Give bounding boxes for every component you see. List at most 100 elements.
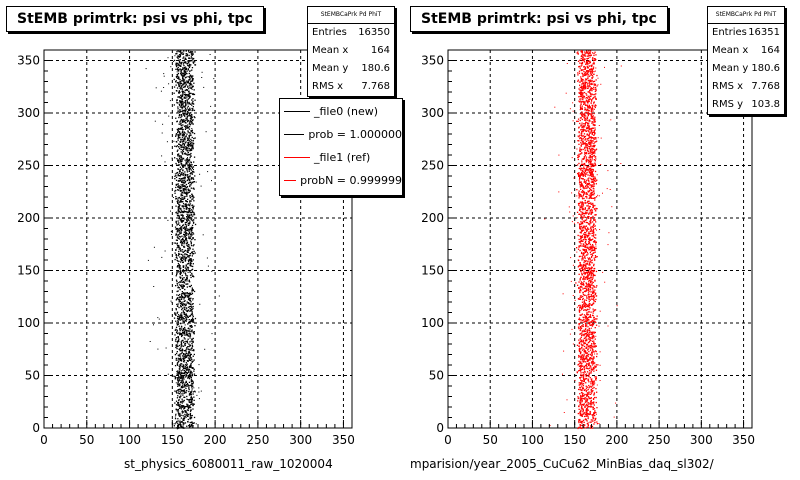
scatter-point <box>578 298 580 300</box>
scatter-point <box>582 419 585 421</box>
scatter-point <box>589 386 591 388</box>
scatter-point <box>582 252 584 255</box>
scatter-point <box>184 152 186 154</box>
scatter-point <box>185 159 188 161</box>
scatter-point <box>191 272 193 275</box>
scatter-point <box>181 205 183 207</box>
scatter-point <box>190 301 192 303</box>
scatter-point <box>185 174 187 176</box>
scatter-point <box>593 294 595 297</box>
scatter-point <box>173 59 176 62</box>
scatter-point <box>183 137 185 140</box>
scatter-point <box>584 143 586 145</box>
scatter-point <box>187 351 190 353</box>
scatter-point <box>176 377 178 379</box>
scatter-point <box>577 60 580 62</box>
scatter-point <box>187 414 189 417</box>
scatter-point <box>581 69 583 71</box>
scatter-point <box>582 266 584 269</box>
scatter-point <box>593 386 595 389</box>
scatter-point <box>177 316 179 318</box>
scatter-point <box>188 136 190 138</box>
scatter-point <box>182 165 184 167</box>
scatter-point <box>184 91 186 93</box>
scatter-point <box>194 137 196 139</box>
scatter-point <box>183 308 186 311</box>
scatter-point <box>179 365 181 368</box>
scatter-point <box>192 75 194 77</box>
scatter-point <box>590 185 593 187</box>
scatter-point <box>590 287 592 289</box>
scatter-point <box>575 282 577 284</box>
scatter-point <box>182 83 184 85</box>
scatter-point <box>582 141 584 143</box>
scatter-point <box>179 133 181 135</box>
scatter-point <box>185 253 187 255</box>
scatter-point <box>588 308 590 311</box>
scatter-point <box>580 363 582 365</box>
scatter-point <box>181 411 183 413</box>
scatter-point <box>192 245 194 247</box>
scatter-point <box>585 248 587 251</box>
scatter-point <box>189 165 191 167</box>
scatter-point <box>583 359 585 361</box>
scatter-point <box>177 320 178 322</box>
scatter-point <box>590 194 592 196</box>
scatter-point <box>176 290 178 293</box>
scatter-point <box>587 297 589 299</box>
scatter-point <box>192 215 194 217</box>
scatter-point <box>585 52 587 54</box>
scatter-point <box>177 402 180 404</box>
scatter-point <box>181 386 183 389</box>
scatter-point <box>594 132 596 134</box>
scatter-point <box>591 157 593 159</box>
scatter-point <box>175 328 177 330</box>
scatter-point <box>160 90 162 92</box>
scatter-point <box>191 122 193 124</box>
scatter-point <box>187 176 189 179</box>
scatter-point <box>188 159 190 162</box>
scatter-point <box>590 110 593 112</box>
scatter-point <box>580 374 582 376</box>
scatter-point <box>178 217 180 220</box>
scatter-point <box>592 281 594 284</box>
scatter-point <box>580 103 582 105</box>
scatter-point <box>588 242 591 244</box>
scatter-point <box>184 107 187 109</box>
scatter-point <box>586 55 588 57</box>
scatter-point <box>191 344 193 346</box>
scatter-point <box>185 237 187 240</box>
scatter-point <box>588 197 590 200</box>
scatter-point <box>586 197 588 199</box>
scatter-point <box>186 208 188 210</box>
scatter-point <box>183 86 185 88</box>
scatter-point <box>586 165 588 168</box>
scatter-point <box>181 151 184 153</box>
scatter-point <box>583 187 585 190</box>
scatter-point <box>585 352 587 354</box>
scatter-point <box>184 354 186 356</box>
scatter-point <box>583 271 585 273</box>
scatter-point <box>579 389 581 391</box>
scatter-point <box>587 85 589 88</box>
scatter-point <box>588 350 590 353</box>
scatter-point <box>586 236 589 238</box>
scatter-point <box>185 53 187 55</box>
scatter-point <box>583 83 585 85</box>
scatter-point <box>175 133 178 135</box>
scatter-point <box>580 76 582 78</box>
scatter-point <box>179 396 181 398</box>
scatter-point <box>591 156 593 158</box>
scatter-point <box>177 96 179 98</box>
scatter-point <box>188 181 191 183</box>
scatter-point <box>586 195 588 198</box>
scatter-point <box>182 179 184 181</box>
scatter-point <box>591 414 593 416</box>
scatter-point <box>179 302 182 305</box>
scatter-point <box>590 87 593 89</box>
scatter-point <box>189 254 191 257</box>
scatter-point <box>589 61 591 64</box>
scatter-point <box>589 155 592 157</box>
scatter-point <box>587 288 590 290</box>
scatter-point <box>184 313 186 315</box>
